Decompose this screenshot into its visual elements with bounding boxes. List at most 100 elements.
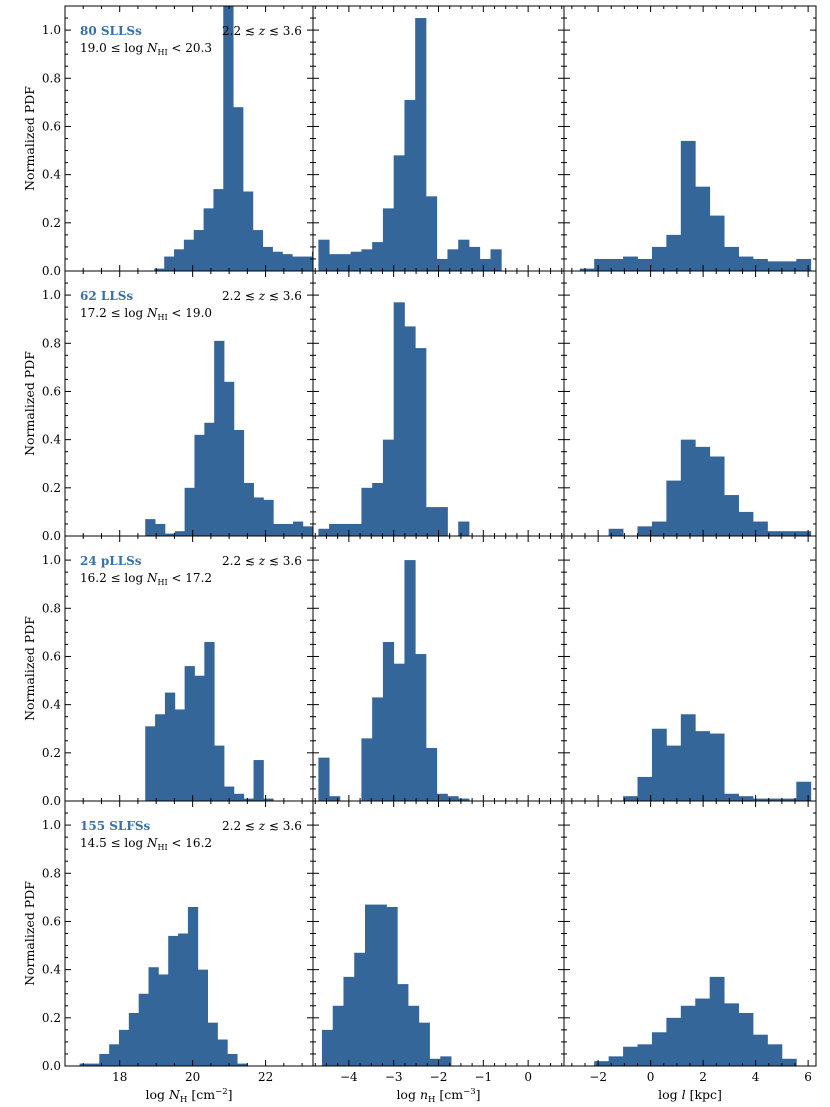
- histogram-bar: [145, 519, 156, 536]
- histogram-bar: [145, 726, 156, 801]
- histogram-bar: [680, 1005, 696, 1066]
- histogram-bar: [242, 191, 254, 271]
- histogram-bar: [608, 258, 624, 271]
- redshift-range-label: 2.2 ≲ z ≲ 3.6: [222, 819, 302, 833]
- histogram-bar: [318, 528, 330, 536]
- x-tick-label: −2: [589, 1070, 607, 1084]
- y-tick-label: 0.2: [42, 1011, 61, 1025]
- histogram-bar: [767, 1044, 783, 1066]
- histogram-bar: [468, 246, 481, 271]
- histogram-bars: [623, 714, 812, 801]
- y-axis-label: Normalized PDF: [22, 351, 37, 456]
- histogram-bar: [318, 239, 330, 271]
- histogram-bar: [183, 239, 195, 271]
- histogram-bar: [187, 907, 199, 1066]
- histogram-bar: [253, 497, 264, 536]
- histogram-bar: [393, 663, 405, 801]
- histogram-bar: [408, 1005, 420, 1066]
- histogram-bar: [164, 533, 176, 536]
- histogram-bar: [608, 528, 624, 536]
- histogram-bar: [207, 1022, 218, 1066]
- y-tick-label: 1.0: [42, 288, 61, 302]
- panel-frame: [563, 800, 817, 1067]
- histogram-bar: [272, 251, 283, 271]
- y-axis-label: Normalized PDF: [22, 86, 37, 191]
- histogram-bar: [233, 793, 245, 801]
- panel-r4-c2: −4 −3 −2 −1 0 log nH [cm−3]: [312, 800, 565, 1105]
- x-tick-label: 0: [524, 1070, 532, 1084]
- nhi-range-label: 17.2 ≤ log NHI < 19.0: [80, 306, 212, 322]
- histogram-bar: [415, 18, 427, 271]
- x-tick-label: 6: [804, 1070, 812, 1084]
- histogram-bar: [436, 507, 448, 536]
- histogram-bar: [184, 487, 195, 536]
- x-tick-label: 18: [112, 1070, 127, 1084]
- histogram-bar: [397, 984, 409, 1066]
- histogram-bar: [302, 526, 313, 536]
- histogram-bars: [608, 439, 812, 536]
- histogram-bar: [292, 521, 304, 536]
- histogram-bar: [213, 189, 224, 271]
- histogram-bar: [637, 776, 653, 801]
- panel-r3-c2: [312, 535, 565, 802]
- histogram-bar: [217, 1039, 228, 1066]
- histogram-bar: [174, 531, 186, 536]
- histogram-bar: [155, 714, 166, 801]
- histogram-bar: [214, 745, 225, 801]
- y-tick-label: 0.4: [42, 698, 61, 712]
- histogram-bar: [680, 714, 696, 801]
- histogram-bar: [623, 1046, 638, 1066]
- y-axis-label: Normalized PDF: [22, 881, 37, 986]
- x-tick-label: −3: [385, 1070, 403, 1084]
- histogram-bar: [79, 1063, 90, 1066]
- axis-ticks: [313, 535, 564, 802]
- histogram-bar: [709, 215, 725, 271]
- y-tick-label: 0.4: [42, 433, 61, 447]
- histogram-bar: [796, 781, 812, 801]
- histogram-bar: [311, 251, 313, 271]
- histogram-bar: [767, 261, 783, 271]
- histogram-bar: [233, 107, 244, 271]
- histogram-bar: [155, 523, 166, 536]
- nhi-range-label: 16.2 ≤ log NHI < 17.2: [80, 571, 212, 587]
- histogram-bar: [339, 523, 352, 536]
- y-tick-label: 0.6: [42, 384, 61, 398]
- histogram-bar: [224, 381, 235, 536]
- histogram-bar: [372, 483, 384, 536]
- histogram-bar: [651, 1032, 667, 1066]
- histogram-bar: [458, 239, 470, 271]
- histogram-bar: [637, 1044, 653, 1066]
- y-tick-label: 0.8: [42, 601, 61, 615]
- histogram-bar: [436, 793, 448, 801]
- panel-r3-c1: 0.0 0.2 0.4 0.6 0.8 1.0 Normalized PDF 24 pLLSs…: [22, 535, 314, 808]
- histogram-bar: [361, 487, 373, 536]
- histogram-bar: [393, 302, 405, 536]
- histogram-bar: [253, 760, 264, 801]
- histogram-bar: [738, 1013, 754, 1066]
- histogram-bar: [738, 256, 754, 271]
- histogram-bar: [263, 798, 274, 801]
- histogram-bar: [109, 1044, 120, 1066]
- histogram-bar: [148, 967, 159, 1066]
- y-tick-label: 1.0: [42, 23, 61, 37]
- y-tick-label: 0.8: [42, 336, 61, 350]
- x-tick-label: 4: [752, 1070, 760, 1084]
- histogram-bar: [781, 261, 797, 271]
- histogram-bar: [738, 796, 754, 801]
- panel-frame: [312, 5, 565, 272]
- histogram-bar: [164, 692, 176, 801]
- y-tick-label: 1.0: [42, 818, 61, 832]
- histogram-bar: [386, 907, 398, 1066]
- histogram-bar: [329, 254, 341, 271]
- y-tick-label: 0.6: [42, 119, 61, 133]
- histogram-bar: [99, 1053, 110, 1066]
- y-tick-label: 0.4: [42, 963, 61, 977]
- histogram-bar: [458, 798, 470, 801]
- histogram-bar: [767, 531, 783, 536]
- histogram-bars: [318, 18, 502, 271]
- x-tick-label: −4: [340, 1070, 358, 1084]
- histogram-bar: [233, 430, 245, 536]
- x-tick-label: 20: [185, 1070, 200, 1084]
- histogram-bar: [429, 1058, 441, 1066]
- histogram-bar: [350, 523, 362, 536]
